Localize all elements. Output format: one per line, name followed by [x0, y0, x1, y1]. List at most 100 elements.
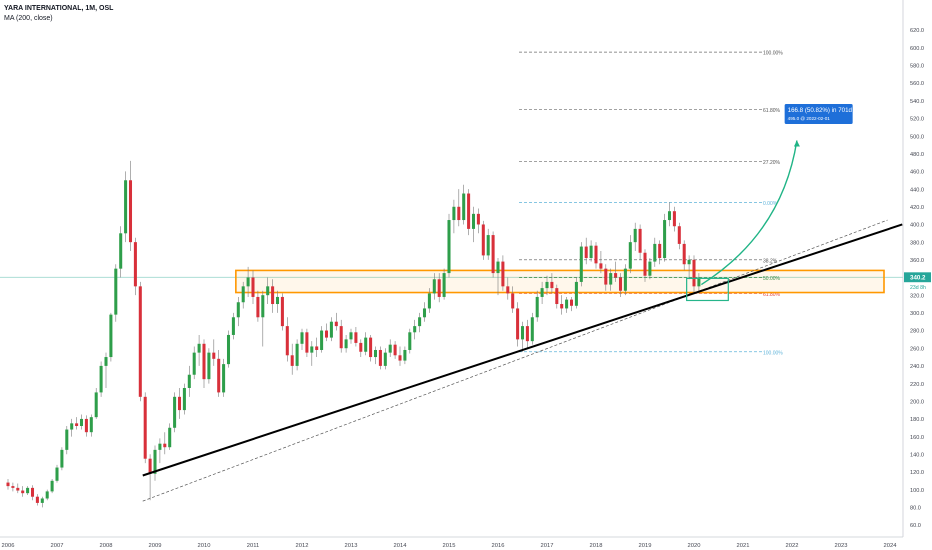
candle-body: [40, 498, 44, 503]
candle-body: [138, 286, 142, 397]
time-tick-label: 2017: [541, 543, 554, 549]
fib-retracement-label: 50.00%: [763, 276, 781, 282]
fib-retracement-label: 0.00%: [763, 201, 778, 207]
candle-body: [315, 346, 319, 350]
candle-body: [422, 308, 427, 318]
candle-body: [109, 314, 113, 358]
candle-body: [589, 245, 593, 259]
candle-body: [271, 286, 275, 305]
countdown-value: 23d 8h: [910, 285, 926, 291]
price-tick-label: 560.0: [910, 81, 924, 87]
price-tick-label: 460.0: [910, 170, 924, 176]
dashed-trendline: [142, 219, 888, 502]
candle-body: [30, 487, 35, 497]
candle-body: [545, 281, 549, 289]
candle-body: [574, 281, 578, 306]
indicator-label[interactable]: MA (200, close): [4, 15, 53, 22]
candle-body: [599, 263, 603, 269]
candle-body: [202, 343, 206, 380]
candle-body: [285, 326, 289, 356]
candle-body: [373, 349, 378, 358]
candle-body: [99, 365, 103, 393]
candle-body: [290, 355, 294, 366]
candle-body: [70, 423, 74, 430]
price-tick-label: 300.0: [910, 311, 924, 317]
projection-arrowhead: [793, 140, 800, 147]
fib-retracement-label: 61.80%: [763, 292, 781, 298]
candle-body: [275, 296, 280, 305]
candle-body: [540, 288, 544, 297]
fib-retracement-label: 100.00%: [763, 350, 783, 356]
candle-body: [491, 235, 495, 274]
price-tick-label: 200.0: [910, 399, 924, 405]
candle-body: [16, 487, 20, 491]
candle-body: [197, 343, 201, 353]
candle-body: [26, 487, 30, 494]
price-tick-label: 320.0: [910, 293, 924, 299]
candle-body: [79, 418, 84, 426]
candle-body: [329, 321, 333, 338]
price-axis[interactable]: 60.0 80.0 100.0 120.0 140.0 160.0 180.0 200.0 22…: [902, 0, 932, 550]
candle-body: [133, 242, 137, 287]
time-axis[interactable]: 2006 2007 2008 2009 2010 2011 2012 2013 2014 2015…: [0, 536, 903, 549]
candle-body: [667, 211, 672, 221]
price-tick-label: 600.0: [910, 46, 924, 52]
candle-body: [658, 243, 662, 259]
price-tick-label: 400.0: [910, 223, 924, 229]
projection-label-line1: 166.8 (50.82%) in 701d: [788, 107, 853, 114]
price-tick-label: 140.0: [910, 452, 924, 458]
time-tick-label: 2021: [737, 543, 750, 549]
chart-title: YARA INTERNATIONAL, 1M, OSL: [4, 5, 114, 12]
candle-body: [261, 295, 265, 318]
candle-body: [388, 344, 392, 353]
time-tick-label: 2019: [639, 543, 652, 549]
candle-body: [569, 299, 574, 306]
candle-body: [618, 277, 623, 291]
candle-body: [45, 491, 49, 499]
candle-body: [432, 279, 436, 294]
candle-body: [638, 228, 642, 253]
candle-body: [623, 268, 627, 291]
candle-body: [173, 396, 177, 428]
time-tick-label: 2013: [345, 543, 358, 549]
price-tick-label: 540.0: [910, 99, 924, 105]
candle-body: [550, 281, 554, 289]
candle-body: [535, 296, 539, 318]
candle-body: [614, 273, 618, 278]
candle-body: [226, 334, 231, 365]
candle-body: [692, 259, 696, 287]
candle-body: [334, 321, 338, 327]
time-tick-label: 2006: [2, 543, 15, 549]
candle-body: [457, 206, 461, 221]
price-tick-label: 380.0: [910, 240, 924, 246]
candle-body: [530, 317, 534, 342]
candle-body: [158, 443, 162, 450]
current-price-tag: [904, 272, 931, 283]
price-tick-label: 280.0: [910, 329, 924, 335]
candle-body: [476, 213, 480, 225]
time-tick-label: 2008: [100, 543, 113, 549]
support-zone-layer: [235, 269, 885, 294]
candle-body: [442, 273, 446, 297]
candle-body: [506, 286, 510, 294]
candle-body: [305, 332, 309, 353]
trendlines-layer: [142, 219, 903, 502]
candle-body: [339, 326, 343, 349]
candle-body: [486, 235, 490, 256]
fibonacci-levels: 100.00% 61.80% 27.20% 0.00% 38.2% 50.00% 61.80…: [0, 51, 903, 356]
candle-body: [35, 496, 39, 503]
price-tick-label: 420.0: [910, 205, 924, 211]
price-tick-label: 240.0: [910, 364, 924, 370]
candle-body: [192, 352, 196, 375]
candle-body: [609, 273, 613, 285]
candle-body: [75, 423, 79, 426]
target-box: [686, 277, 729, 302]
candle-body: [663, 220, 667, 259]
support-zone-box: [235, 269, 885, 294]
candle-body: [295, 343, 299, 366]
price-tick-label: 620.0: [910, 28, 924, 34]
candle-body: [520, 326, 525, 340]
candle-body: [579, 246, 583, 282]
fib-retracement-label: 38.2%: [763, 258, 778, 264]
